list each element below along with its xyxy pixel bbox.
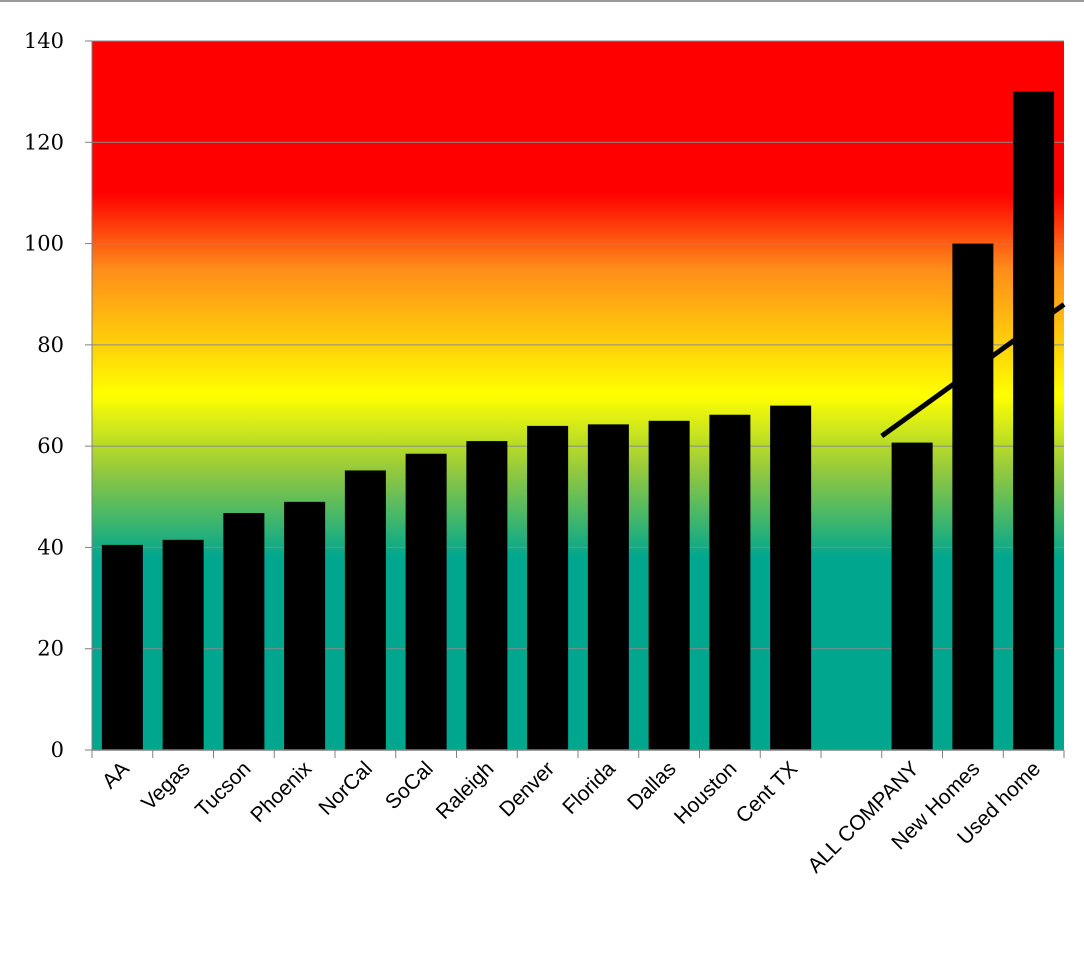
x-tick-label: Phoenix [246,757,316,827]
bar-tucson [223,512,265,750]
y-tick-label: 0 [51,738,64,762]
x-tick-label: AA [98,757,134,793]
bar-florida [587,424,629,750]
bar-raleigh [466,441,508,750]
y-tick-label: 100 [24,232,64,256]
y-tick-label: 20 [37,637,64,661]
x-tick-label: Houston [670,757,742,829]
y-tick-label: 40 [37,535,64,559]
bar-phoenix [284,501,326,750]
x-tick-label: Raleigh [432,757,499,824]
y-tick-label: 80 [37,333,64,357]
bar-houston [709,414,751,750]
bar-dallas [648,420,690,750]
bar-norcal [344,470,386,750]
bar-socal [405,453,447,750]
x-tick-label: NorCal [314,757,376,819]
bar-cent-tx [770,405,812,750]
bar-new-homes [952,243,994,751]
y-tick-label: 120 [24,130,64,154]
bar-aa [101,544,143,750]
x-tick-label: Vegas [137,757,195,815]
x-tick-label: Dallas [623,757,681,815]
bar-denver [527,425,569,750]
x-tick-label: Tucson [191,757,255,821]
y-tick-label: 140 [24,29,64,53]
bar-used-home [1013,91,1055,750]
x-tick-label: Florida [558,757,620,819]
bar-all-company [891,442,933,750]
bar-vegas [162,539,204,750]
x-tick-label: ALL COMPANY [803,757,923,877]
x-tick-label: SoCal [381,757,438,814]
annotation-line [880,302,1066,439]
y-tick-label: 60 [37,434,64,458]
x-tick-label: Denver [495,757,559,821]
x-tick-label: Cent TX [732,757,802,827]
